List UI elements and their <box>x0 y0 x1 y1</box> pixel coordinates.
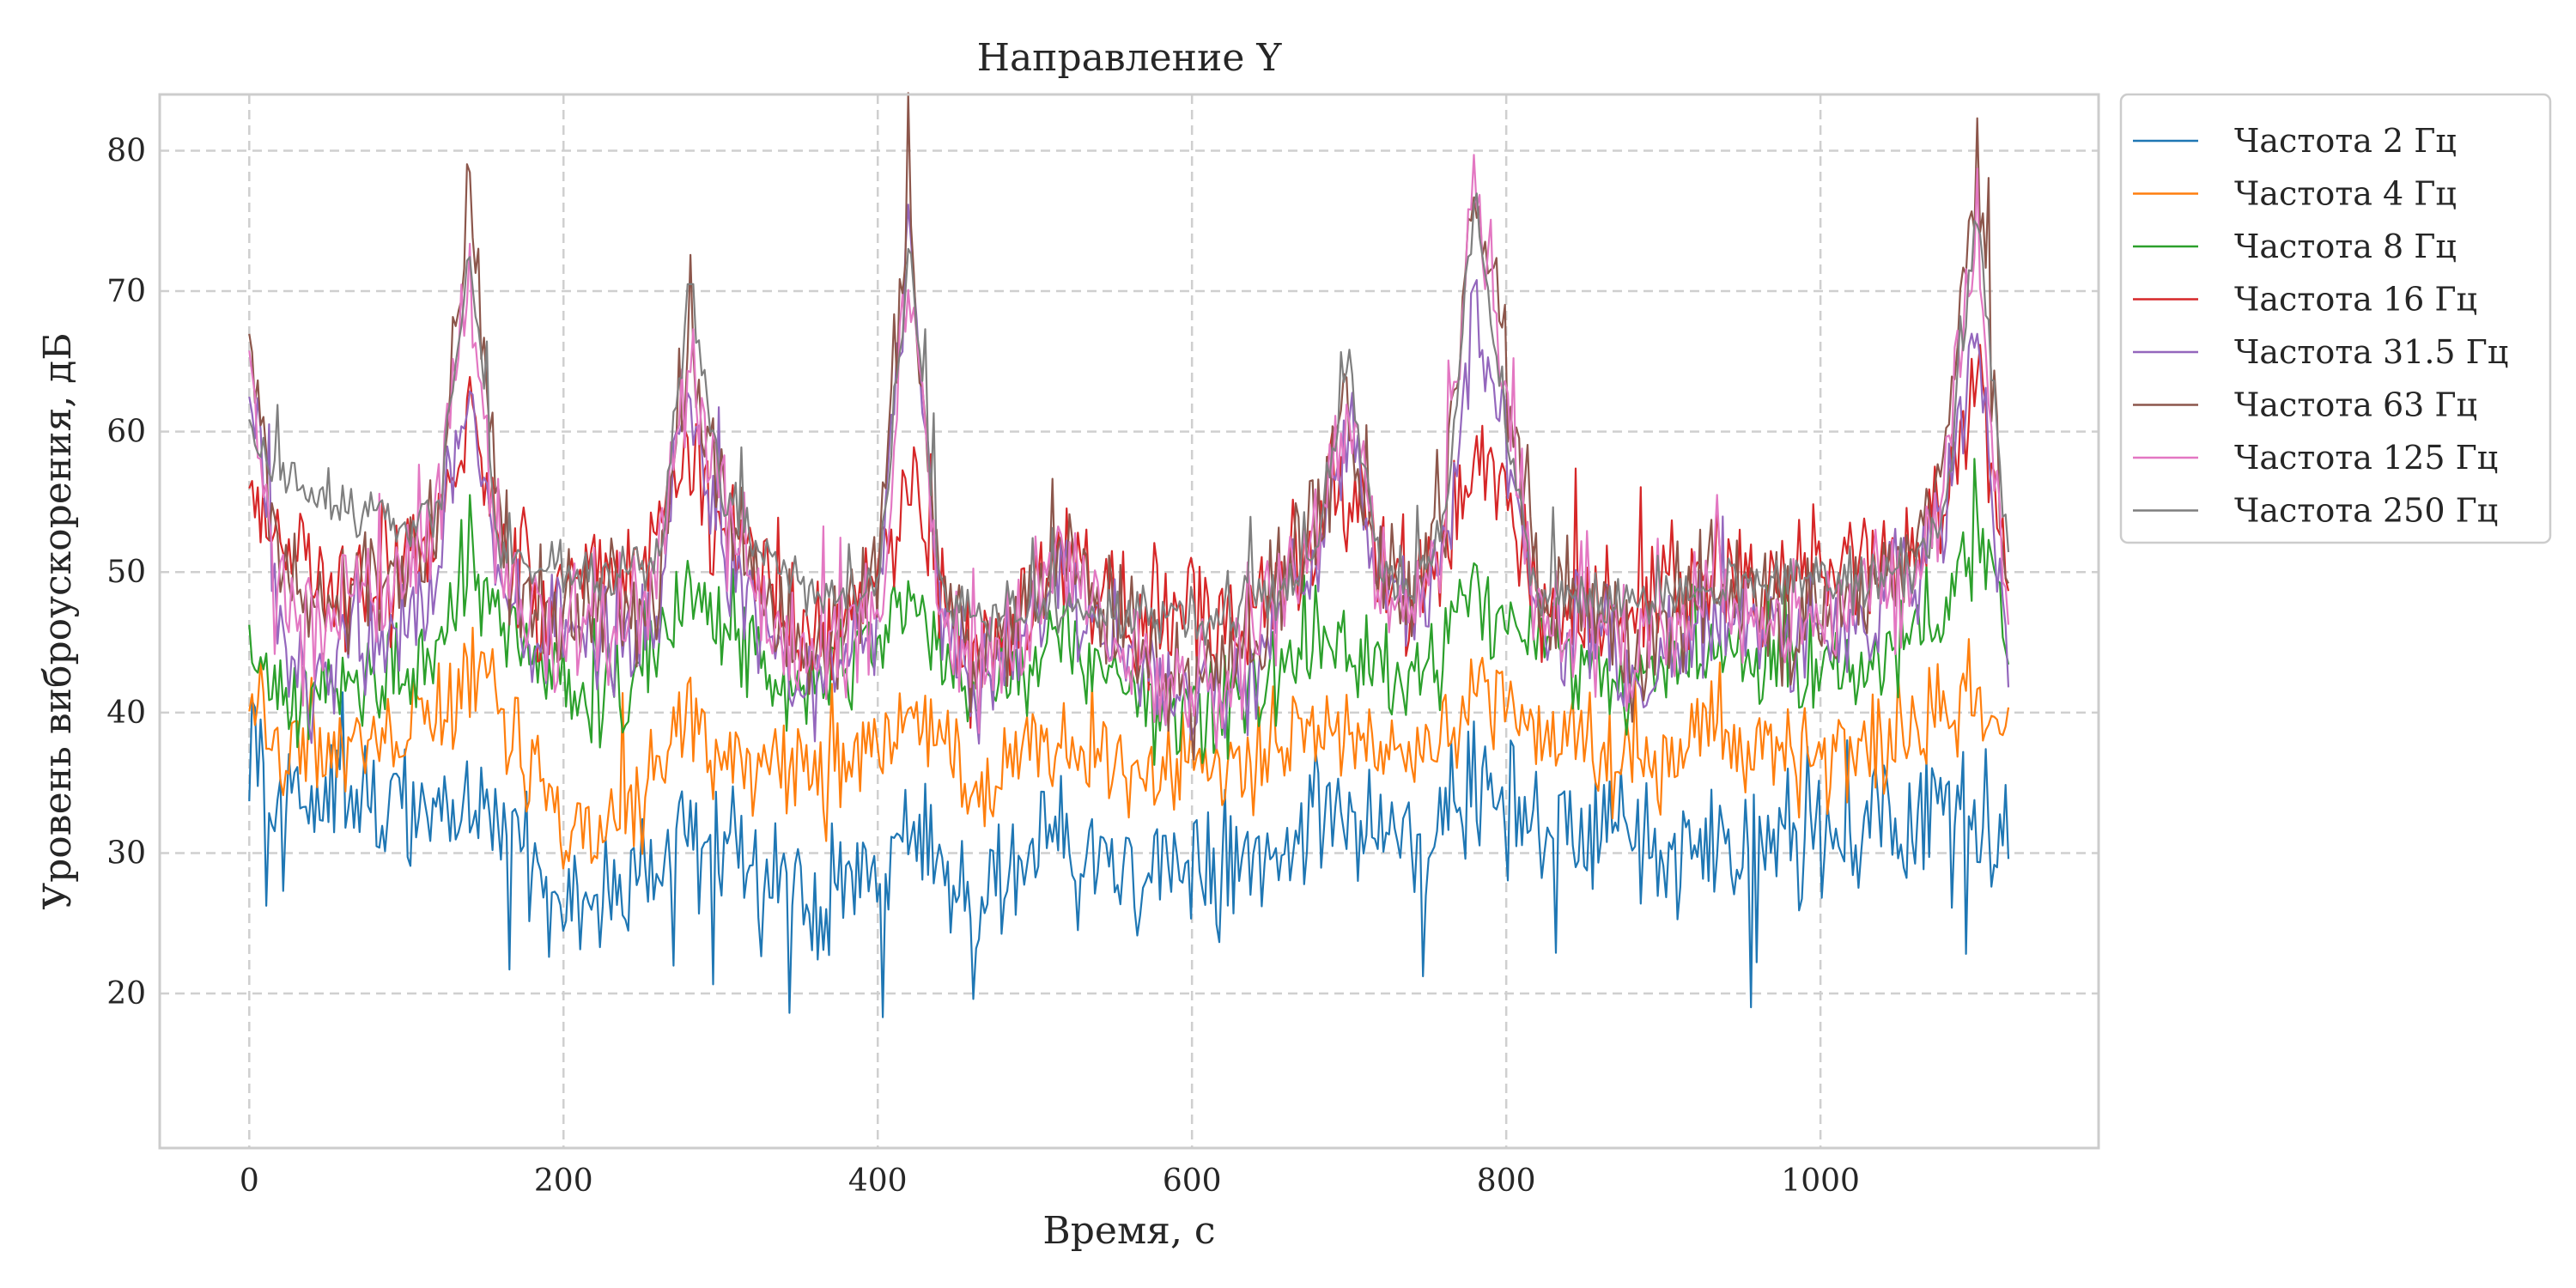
legend-label-5: Частота 63 Гц <box>2234 386 2477 424</box>
y-tick-label: 60 <box>106 415 146 450</box>
series-line-2 <box>248 458 2010 766</box>
series-line-1 <box>248 626 2010 870</box>
series-layer <box>248 92 2010 1018</box>
series-line-7 <box>248 192 2010 647</box>
legend-label-6: Частота 125 Гц <box>2234 439 2498 477</box>
y-tick-label: 20 <box>106 976 146 1012</box>
series-line-6 <box>248 154 2010 750</box>
legend-box <box>2119 93 2552 544</box>
legend-label-7: Частота 250 Гц <box>2234 492 2498 530</box>
legend: Частота 2 Гц Частота 4 Гц Частота 8 Гц Част… <box>2119 93 2552 544</box>
legend-label-3: Частота 16 Гц <box>2234 281 2477 319</box>
grid <box>160 94 2099 1148</box>
x-tick-label: 800 <box>1477 1163 1536 1199</box>
x-axis-label: Время, с <box>1042 1209 1215 1253</box>
y-tick-label: 30 <box>106 835 146 871</box>
legend-label-2: Частота 8 Гц <box>2234 228 2457 265</box>
series-line-0 <box>248 691 2010 1018</box>
legend-label-1: Частота 4 Гц <box>2234 175 2457 213</box>
x-tick-label: 200 <box>534 1163 593 1199</box>
y-axis-label: Уровень виброускорения, дБ <box>36 332 80 909</box>
y-tick-label: 40 <box>106 696 146 731</box>
y-tick-label: 70 <box>106 274 146 309</box>
x-tick-label: 600 <box>1163 1163 1222 1199</box>
x-tick-label: 0 <box>240 1163 259 1199</box>
plot-frame <box>158 93 2100 1150</box>
y-axis-ticks: 20 30 40 50 60 70 80 <box>106 133 146 1012</box>
legend-label-0: Частота 2 Гц <box>2234 122 2457 160</box>
x-tick-label: 400 <box>848 1163 908 1199</box>
chart-title: Направление Y <box>977 36 1283 80</box>
y-tick-label: 80 <box>106 133 146 168</box>
x-tick-label: 1000 <box>1781 1163 1860 1199</box>
y-tick-label: 50 <box>106 555 146 590</box>
x-axis-ticks: 0 200 400 600 800 1000 <box>240 1163 1860 1199</box>
legend-label-4: Частота 31.5 Гц <box>2234 333 2508 371</box>
